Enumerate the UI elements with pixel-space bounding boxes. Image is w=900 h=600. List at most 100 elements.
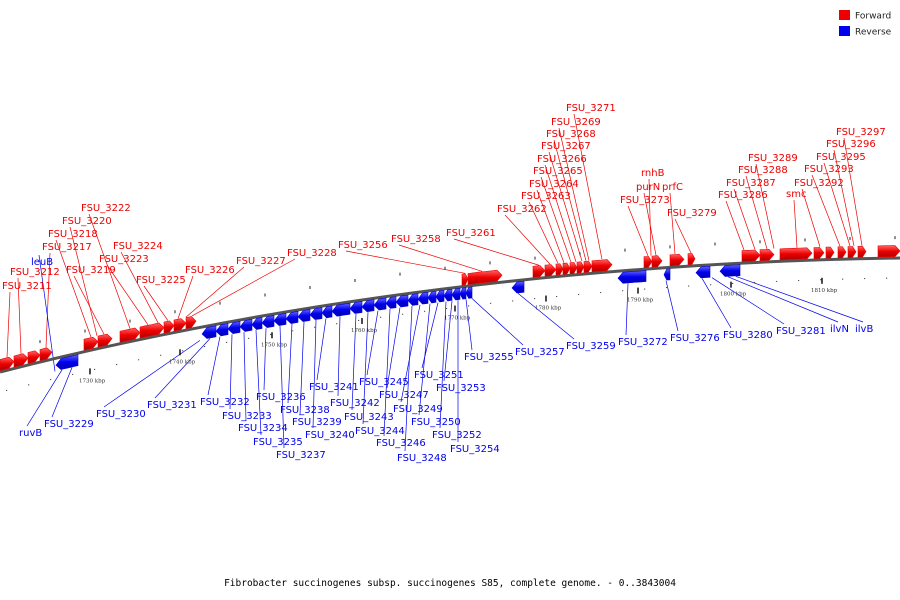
callout-line [88, 213, 131, 329]
forward-gene-arrow [857, 245, 867, 258]
gene-label: FSU_3236 [256, 392, 306, 403]
callout-line [316, 318, 327, 381]
gene-label: FSU_3251 [414, 370, 464, 381]
reverse-gene-arrow [465, 286, 473, 299]
reverse-gene-arrow [321, 305, 333, 319]
reverse-gene-arrow [285, 311, 299, 324]
reverse-gene-arrow [395, 294, 409, 308]
gene-label: FSU_3235 [253, 437, 303, 448]
callout-line [625, 283, 629, 336]
gene-label: FSU_3226 [185, 265, 235, 276]
gene-label: FSU_3259 [566, 341, 616, 352]
callout-line [471, 298, 524, 346]
gene-label: FSU_3240 [305, 430, 355, 441]
gene-label: FSU_3286 [718, 190, 768, 201]
callout-line [143, 285, 169, 321]
callout-line [833, 149, 855, 246]
callout-line [299, 321, 305, 416]
forward-gene-arrow [569, 262, 578, 275]
forward-gene-arrow [0, 356, 15, 371]
gene-label: leuB [31, 257, 53, 268]
reverse-gene-arrow [273, 313, 287, 326]
gene-label: FSU_3257 [515, 347, 565, 358]
forward-gene-arrow [779, 247, 813, 261]
forward-gene-arrow [97, 333, 113, 348]
callout-line [73, 275, 105, 335]
callout-line [823, 162, 851, 247]
callout-line [418, 303, 431, 416]
gene-label: FSU_3225 [136, 275, 186, 286]
callout-line [287, 323, 293, 404]
forward-gene-arrow [544, 264, 557, 277]
forward-gene-arrow [562, 262, 571, 275]
callout-line [843, 137, 863, 246]
gene-label: FSU_3246 [376, 438, 426, 449]
reverse-gene-arrow [407, 293, 419, 306]
gene-label: FSU_3273 [620, 195, 670, 206]
gene-label: FSU_3229 [44, 419, 94, 430]
reverse-gene-arrow [261, 315, 275, 328]
callout-line [207, 336, 221, 396]
forward-gene-arrow [837, 246, 847, 259]
gene-label: FSU_3269 [551, 117, 601, 128]
callout-line [544, 164, 577, 262]
forward-gene-arrow [13, 353, 29, 368]
scale-label-kbp: 1800 kbp [720, 292, 747, 298]
forward-gene-arrow [39, 347, 53, 361]
forward-gene-arrow [687, 253, 696, 266]
gene-label: FSU_3254 [450, 444, 500, 455]
callout-line [351, 313, 357, 411]
forward-gene-arrow [532, 265, 546, 278]
scale-label-kbp: 1740 kbp [169, 359, 196, 365]
reverse-gene-arrow [239, 318, 253, 332]
gene-label: FSU_3237 [276, 450, 326, 461]
gene-label: FSU_3266 [537, 154, 587, 165]
gene-label: FSU_3261 [446, 228, 496, 239]
forward-gene-arrow [651, 255, 663, 268]
reverse-gene-arrow [385, 296, 397, 309]
callout-line [55, 239, 92, 338]
callout-line [735, 276, 864, 323]
gene-label: FSU_3220 [62, 216, 112, 227]
callout-line [120, 251, 159, 323]
gene-label: FSU_3295 [816, 152, 866, 163]
reverse-gene-arrow [617, 270, 647, 284]
reverse-gene-arrow [695, 265, 711, 279]
callout-line [255, 330, 262, 436]
callout-line [383, 308, 391, 437]
gene-label: FSU_3245 [359, 377, 409, 388]
callout-line [465, 299, 473, 351]
forward-gene-arrow [139, 322, 165, 339]
gene-label: FSU_3241 [309, 382, 359, 393]
callout-line [755, 163, 775, 249]
legend-swatch-forward [839, 10, 850, 20]
forward-gene-arrow [467, 269, 503, 285]
gene-label: FSU_3252 [432, 430, 482, 441]
gene-label: FSU_3293 [804, 164, 854, 175]
scale-track: 1730 kbp 1740 kbp 1750 kbp 1760 kbp 1770 kbp… [5, 236, 896, 391]
forward-gene-arrow [27, 350, 41, 364]
legend: Forward Reverse [839, 10, 892, 38]
callout-line [517, 293, 575, 340]
gene-label: FSU_3227 [236, 256, 286, 267]
callout-line [398, 244, 483, 272]
callout-line [793, 199, 798, 248]
gene-label: FSU_3233 [222, 411, 272, 422]
forward-gene-arrow [555, 263, 564, 276]
gene-label: FSU_3243 [344, 412, 394, 423]
forward-gene-arrow [759, 248, 775, 262]
gene-label: FSU_3256 [338, 240, 388, 251]
forward-gene-arrow [461, 273, 469, 286]
callout-line [337, 316, 341, 397]
gene-label: FSU_3272 [618, 337, 668, 348]
callout-line [154, 338, 211, 399]
forward-gene-arrow [741, 249, 761, 262]
callout-line [801, 188, 821, 247]
callout-line [421, 302, 439, 369]
gene-label: FSU_3238 [280, 405, 330, 416]
reverse-gene-arrow [459, 287, 467, 300]
gene-label: FSU_3232 [200, 397, 250, 408]
gene-label: FSU_3280 [723, 330, 773, 341]
callout-line [362, 312, 369, 425]
gene-label: FSU_3292 [794, 178, 844, 189]
